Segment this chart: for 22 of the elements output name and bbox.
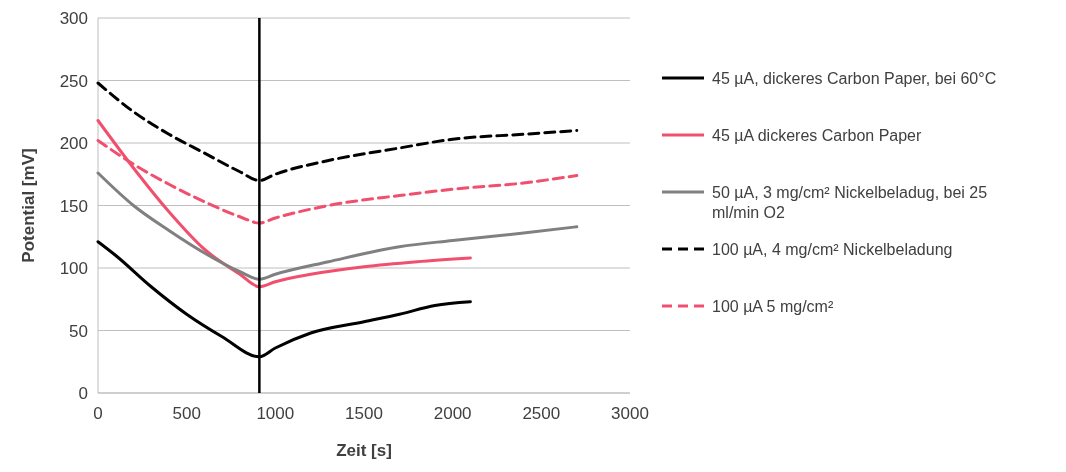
y-axis-title: Potential [mV] — [19, 148, 38, 263]
x-axis-title: Zeit [s] — [336, 441, 392, 460]
y-tick-label: 300 — [59, 9, 88, 28]
x-tick-label: 500 — [172, 404, 201, 423]
x-tick-label: 1500 — [345, 404, 383, 423]
x-tick-label: 1000 — [256, 404, 295, 423]
legend-label: 50 µA, 3 mg/cm² Nickelbeladug, bei 25 ml/min O2 — [712, 184, 988, 221]
line-series — [96, 171, 579, 281]
legend-label: 45 µA dickeres Carbon Paper — [712, 127, 923, 144]
legend-label: 100 µA 5 mg/cm² — [712, 298, 834, 315]
y-tick-label: 150 — [59, 196, 88, 216]
y-tick-label: 50 — [69, 321, 88, 341]
x-tick-label: 0 — [93, 404, 103, 423]
x-tick-label: 2000 — [433, 404, 472, 423]
x-tick-label: 2500 — [522, 404, 561, 423]
y-tick-label: 250 — [59, 71, 88, 91]
legend-label: 45 µA, dickeres Carbon Paper, bei 60°C — [712, 70, 997, 87]
legend-label: 100 µA, 4 mg/cm² Nickelbeladung — [712, 241, 953, 258]
x-tick-label: 3000 — [611, 404, 649, 423]
y-tick-label: 100 — [59, 259, 88, 278]
y-tick-label: 0 — [78, 384, 88, 403]
y-tick-label: 200 — [59, 134, 88, 153]
